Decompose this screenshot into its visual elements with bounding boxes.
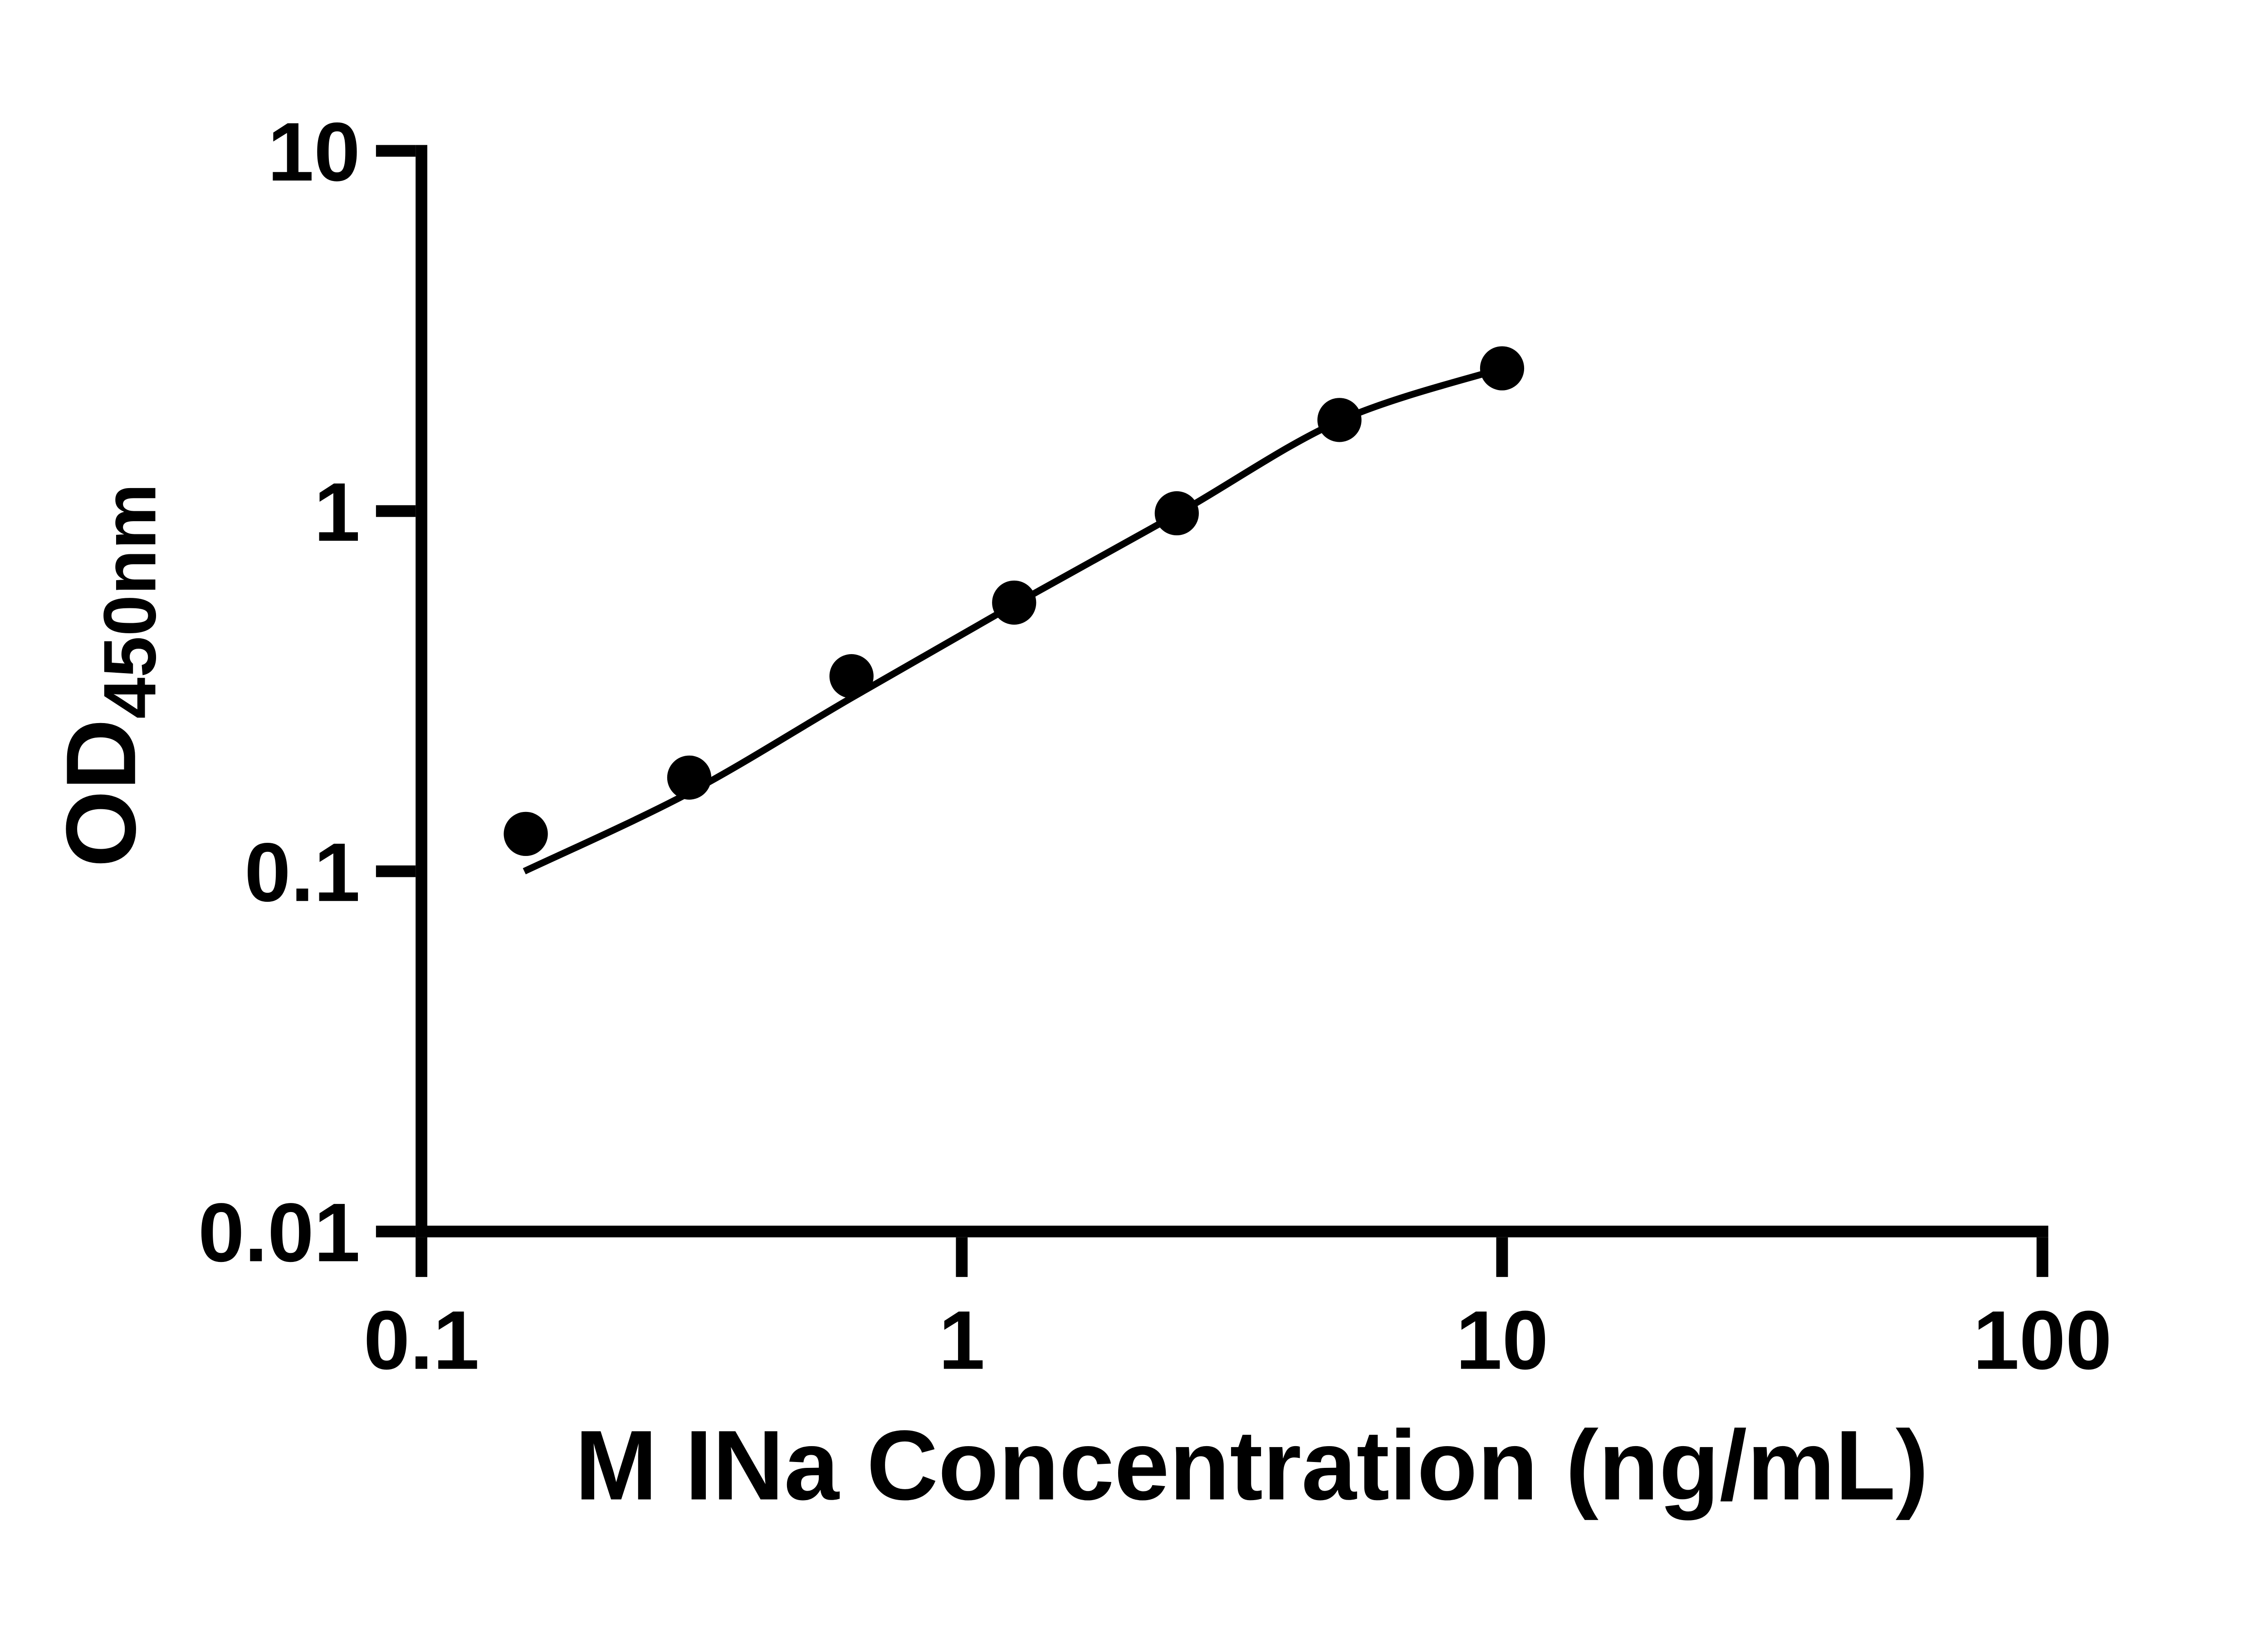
y-tick-label: 0.01 [198,1186,360,1279]
y-axis-title-main: OD [46,719,156,868]
data-point [1154,491,1199,536]
y-tick-label: 10 [268,105,360,198]
data-point [667,755,712,800]
y-axis-title: OD450nm [46,484,171,867]
axes [376,145,2048,1277]
data-point [992,580,1036,625]
data-point [1480,346,1525,391]
x-axis-title: M INa Concentration (ng/mL) [575,1410,1928,1521]
x-tick-label: 1 [938,1294,985,1387]
x-tick-label: 100 [1973,1294,2112,1387]
data-point [503,812,548,856]
x-tick-label: 10 [1456,1294,1548,1387]
data-point [1317,398,1362,442]
y-tick-label: 1 [314,465,360,558]
x-tick-label: 0.1 [363,1294,479,1387]
y-tick-label: 0.1 [244,826,360,919]
data-point [829,654,874,699]
y-axis-title-subscript: 450nm [88,484,171,719]
plot-area [503,346,1525,875]
